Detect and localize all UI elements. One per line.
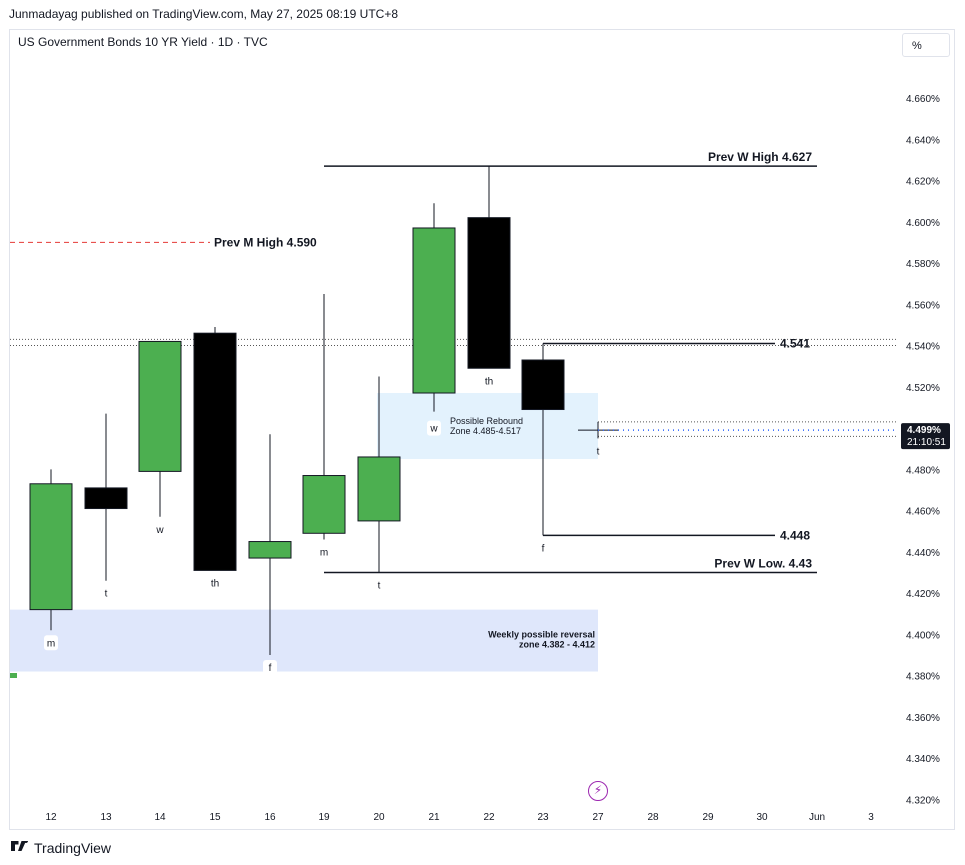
day-label-22: th	[485, 376, 493, 387]
candle-body-19	[302, 475, 346, 534]
day-label-21: w	[429, 424, 438, 435]
day-label-bg	[44, 635, 58, 651]
y-tick-label: 4.320%	[906, 795, 940, 806]
x-tick-label: Jun	[809, 812, 825, 823]
candle-body-20	[357, 456, 401, 522]
tradingview-logo-icon	[11, 841, 28, 851]
day-label-15: th	[211, 578, 219, 589]
level-label-4.627: Prev W High 4.627	[708, 150, 812, 164]
brand-label: TradingView	[34, 840, 112, 856]
day-label-bg	[427, 420, 441, 436]
zone-label-line: Possible Rebound	[450, 416, 523, 426]
zone-label-line: zone 4.382 - 4.412	[519, 640, 595, 650]
x-tick-label: 15	[209, 812, 221, 823]
day-label-27: t	[597, 446, 600, 457]
day-label-13: t	[105, 589, 108, 600]
x-tick-label: 30	[756, 812, 768, 823]
candle-body-12	[29, 483, 73, 611]
y-tick-label: 4.540%	[906, 342, 940, 353]
x-tick-label: 19	[318, 812, 330, 823]
x-tick-label: 3	[868, 812, 874, 823]
candle-body-21	[412, 227, 456, 394]
level-label-4.541: 4.541	[780, 336, 810, 350]
x-tick-label: 13	[100, 812, 112, 823]
y-tick-label: 4.660%	[906, 94, 940, 105]
day-label-20: t	[378, 580, 381, 591]
candle-body-13	[84, 487, 128, 510]
y-tick-label: 4.560%	[906, 300, 940, 311]
y-tick-label: 4.360%	[906, 713, 940, 724]
y-tick-label: 4.380%	[906, 672, 940, 683]
y-tick-label: 4.580%	[906, 259, 940, 270]
x-tick-label: 28	[647, 812, 659, 823]
current-price-countdown: 21:10:51	[907, 437, 946, 448]
y-tick-label: 4.340%	[906, 754, 940, 765]
current-price-tag	[901, 423, 950, 450]
candle-body-15	[193, 332, 237, 571]
x-tick-label: 27	[592, 812, 604, 823]
day-label-19: m	[320, 547, 328, 558]
y-tick-label: 4.440%	[906, 548, 940, 559]
candle-body-23	[521, 359, 565, 411]
y-tick-label: 4.640%	[906, 135, 940, 146]
level-label-4.448: 4.448	[780, 528, 810, 542]
y-tick-label: 4.480%	[906, 465, 940, 476]
day-label-16: f	[269, 663, 272, 674]
zone-label-line: Zone 4.485-4.517	[450, 426, 521, 436]
y-tick-label: 4.600%	[906, 218, 940, 229]
x-tick-label: 12	[45, 812, 57, 823]
y-tick-label: 4.460%	[906, 507, 940, 518]
level-label-4.59: Prev M High 4.590	[214, 235, 317, 249]
chart-frame	[9, 29, 955, 830]
day-label-bg	[263, 660, 277, 676]
current-price-value: 4.499%	[907, 425, 941, 436]
x-tick-label: 22	[483, 812, 495, 823]
day-label-14: w	[155, 525, 164, 536]
x-tick-label: 16	[264, 812, 276, 823]
y-tick-label: 4.620%	[906, 177, 940, 188]
tradingview-brand: TradingView	[9, 838, 111, 858]
unit-button[interactable]: %	[902, 33, 950, 57]
offscreen-candle-marker	[10, 673, 17, 678]
zone-label-line: Weekly possible reversal	[488, 630, 595, 640]
y-tick-label: 4.400%	[906, 630, 940, 641]
x-tick-label: 23	[537, 812, 549, 823]
lightning-icon[interactable]: ⚡	[588, 781, 608, 801]
x-tick-label: 29	[702, 812, 714, 823]
x-tick-label: 14	[154, 812, 166, 823]
candle-body-16	[248, 541, 292, 559]
candle-body-14	[138, 340, 182, 472]
day-label-12: m	[47, 638, 55, 649]
candle-body-22	[467, 217, 511, 369]
y-tick-label: 4.520%	[906, 383, 940, 394]
zone-weekly-possible-reversal-zone	[10, 609, 598, 672]
symbol-title[interactable]: US Government Bonds 10 YR Yield · 1D · T…	[18, 35, 268, 49]
day-label-23: f	[542, 543, 545, 554]
x-tick-label: 21	[428, 812, 440, 823]
x-tick-label: 20	[373, 812, 385, 823]
level-label-4.43: Prev W Low. 4.43	[714, 556, 812, 570]
y-tick-label: 4.420%	[906, 589, 940, 600]
publish-info: Junmadayag published on TradingView.com,…	[9, 7, 399, 21]
